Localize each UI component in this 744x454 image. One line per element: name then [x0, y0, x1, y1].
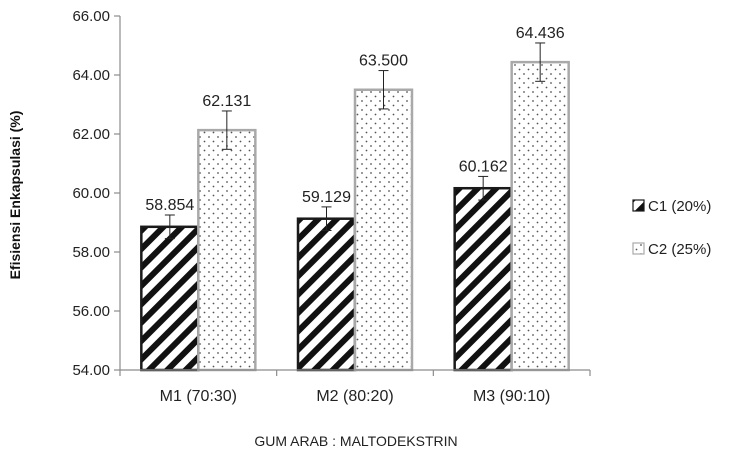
y-tick-label: 56.00 — [72, 303, 110, 320]
data-label: 62.131 — [202, 93, 251, 110]
x-axis-title: GUM ARAB : MALTODEKSTRIN — [254, 433, 457, 449]
legend-label: C2 (25%) — [648, 241, 711, 258]
y-tick-label: 64.00 — [72, 67, 110, 84]
legend-label: C1 (20%) — [648, 198, 711, 215]
bar-c1 — [140, 225, 200, 372]
bars: 58.854 59.129 60.162 62.131 63.500 64.436 — [140, 25, 570, 372]
legend: C1 (20%) C2 (25%) — [632, 198, 711, 258]
data-label: 59.129 — [302, 189, 351, 206]
y-tick-label: 66.00 — [72, 8, 110, 25]
bar-c2 — [197, 128, 257, 372]
data-label: 60.162 — [459, 158, 508, 175]
y-tick-label: 54.00 — [72, 362, 110, 379]
y-tick-label: 60.00 — [72, 185, 110, 202]
y-tick-label: 58.00 — [72, 244, 110, 261]
x-tick-label: M1 (70:30) — [160, 388, 237, 405]
x-tick-label: M3 (90:10) — [473, 388, 550, 405]
bar-c2 — [353, 88, 414, 372]
x-tick-label: M2 (80:20) — [316, 388, 393, 405]
y-axis-title: Efisiensi Enkapsulasi (%) — [7, 111, 23, 280]
x-axis: M1 (70:30) M2 (80:20) M3 (90:10) — [119, 369, 591, 405]
legend-swatch — [632, 199, 645, 212]
bar-c1 — [296, 217, 357, 372]
bar-c1 — [453, 186, 513, 372]
data-label: 58.854 — [145, 197, 194, 214]
y-axis: 54.00 56.00 58.00 60.00 62.00 64.00 66.00 — [72, 8, 121, 379]
legend-swatch — [632, 242, 645, 255]
data-label: 64.436 — [516, 25, 565, 42]
bar-c2 — [510, 60, 570, 372]
y-tick-label: 62.00 — [72, 126, 110, 143]
data-label: 63.500 — [359, 53, 408, 70]
